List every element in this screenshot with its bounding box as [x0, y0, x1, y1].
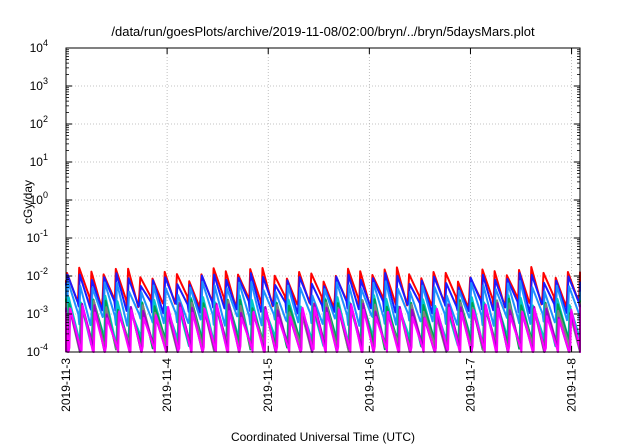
y-tick-label: 102: [30, 114, 48, 131]
y-tick-label: 101: [30, 152, 48, 169]
x-tick-label: 2019-11-3: [59, 358, 73, 412]
y-ticks: 10-4 10-3 10-2 10-1 100 101 102 103 104: [27, 38, 580, 359]
chart-title: /data/run/goesPlots/archive/2019-11-08/0…: [111, 24, 535, 39]
x-tick-label: 2019-11-8: [565, 358, 579, 412]
y-tick-label: 103: [30, 76, 48, 93]
x-tick-label: 2019-11-4: [160, 358, 174, 412]
x-ticks: 2019-11-3 2019-11-4 2019-11-5 2019-11-6 2019…: [59, 48, 579, 412]
y-tick-label: 104: [30, 38, 48, 55]
y-tick-label: 10-2: [27, 266, 48, 283]
series-line: [65, 304, 581, 353]
x-axis-label: Coordinated Universal Time (UTC): [231, 430, 415, 444]
y-tick-label: 100: [30, 190, 48, 207]
y-tick-label: 10-1: [27, 228, 48, 245]
y-axis-label: cGy/day: [21, 180, 35, 224]
y-tick-label: 10-4: [27, 342, 48, 359]
x-tick-label: 2019-11-7: [463, 358, 477, 412]
x-tick-label: 2019-11-6: [362, 358, 376, 412]
y-tick-label: 10-3: [27, 304, 48, 321]
x-tick-label: 2019-11-5: [261, 358, 275, 412]
series-layer: [65, 266, 581, 353]
